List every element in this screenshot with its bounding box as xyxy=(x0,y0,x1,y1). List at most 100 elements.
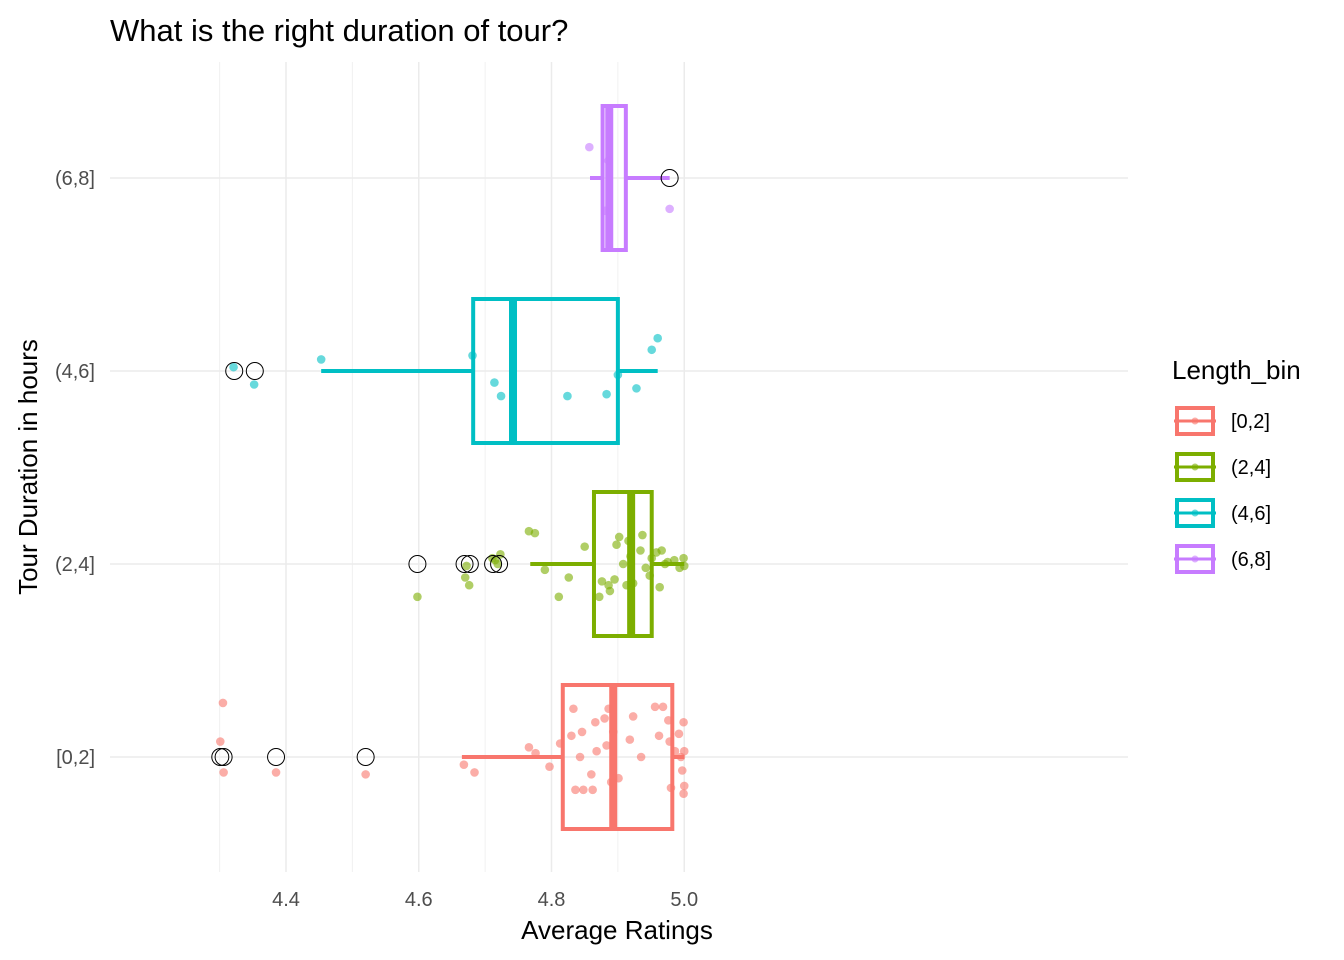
box-iqr xyxy=(600,104,628,252)
data-point xyxy=(592,746,601,756)
legend-item: (2,4] xyxy=(1174,452,1271,482)
data-point xyxy=(468,351,477,360)
legend-point xyxy=(1191,463,1199,471)
outlier-point xyxy=(214,748,233,766)
data-point xyxy=(540,565,550,575)
data-point xyxy=(585,142,594,152)
y-axis-ticks: [0,2] (2,4] (4,6] (6,8] xyxy=(55,168,95,769)
data-point xyxy=(545,762,554,771)
data-point xyxy=(413,592,422,602)
outlier-point xyxy=(490,555,509,573)
box-(6,8] xyxy=(589,104,670,252)
data-point xyxy=(641,563,651,573)
data-point xyxy=(636,546,645,555)
data-point xyxy=(602,389,611,399)
data-point xyxy=(618,559,628,569)
data-point xyxy=(665,204,674,214)
legend-point xyxy=(1191,417,1199,425)
data-point xyxy=(636,752,646,762)
data-point xyxy=(622,580,631,590)
data-point xyxy=(604,156,613,165)
data-point xyxy=(490,378,499,387)
data-point xyxy=(625,735,635,744)
data-point xyxy=(591,717,600,727)
data-point xyxy=(569,704,578,714)
data-point xyxy=(645,571,655,580)
data-point xyxy=(361,770,370,779)
data-point xyxy=(460,573,470,582)
data-point xyxy=(679,781,689,791)
data-point xyxy=(602,741,611,750)
data-point xyxy=(606,777,616,787)
data-point xyxy=(249,380,259,389)
data-point xyxy=(613,370,623,380)
data-point xyxy=(219,768,228,777)
x-tick-label: 4.4 xyxy=(272,889,300,911)
boxes xyxy=(321,104,685,831)
y-tick-label: [0,2] xyxy=(56,747,95,769)
outlier-point xyxy=(660,169,679,187)
data-point xyxy=(657,546,666,555)
data-point xyxy=(496,391,506,401)
data-point xyxy=(679,746,689,756)
outlier-point xyxy=(460,555,479,573)
data-point xyxy=(470,768,479,777)
data-point xyxy=(677,766,687,775)
data-point xyxy=(555,739,565,748)
jitter-points xyxy=(215,142,689,798)
legend-point xyxy=(1191,555,1199,563)
data-point xyxy=(567,731,576,741)
legend-label: (4,6] xyxy=(1231,503,1271,525)
outlier-point xyxy=(484,555,503,573)
x-axis-ticks: 4.4 4.6 4.8 5.0 xyxy=(272,889,698,911)
legend-item: (6,8] xyxy=(1174,544,1271,574)
data-point xyxy=(605,586,615,596)
data-point xyxy=(229,362,238,372)
y-axis-title: Tour Duration in hours xyxy=(13,339,43,595)
x-tick-label: 4.6 xyxy=(405,889,433,911)
data-point xyxy=(663,557,672,567)
legend-title: Length_bin xyxy=(1172,355,1301,385)
data-point xyxy=(650,702,660,712)
x-axis-title: Average Ratings xyxy=(521,915,713,945)
data-point xyxy=(632,384,641,393)
data-point xyxy=(664,716,673,725)
box-iqr xyxy=(560,683,675,831)
y-tick-label: (2,4] xyxy=(55,554,95,576)
outlier-point xyxy=(455,555,474,573)
data-point xyxy=(587,770,596,779)
data-point xyxy=(496,550,505,559)
data-point xyxy=(564,573,574,582)
data-point xyxy=(628,579,638,588)
data-point xyxy=(554,592,564,602)
outlier-point xyxy=(211,748,230,766)
data-point xyxy=(608,727,618,737)
data-point xyxy=(577,727,587,737)
data-point xyxy=(679,561,689,571)
data-point xyxy=(462,561,471,571)
data-point xyxy=(653,333,662,343)
data-point xyxy=(628,712,638,721)
data-point xyxy=(571,785,580,795)
data-point xyxy=(654,731,664,741)
data-point xyxy=(679,717,688,727)
box-iqr xyxy=(591,490,654,638)
grid xyxy=(110,62,1128,872)
legend-point xyxy=(1191,509,1199,517)
data-point xyxy=(679,789,688,798)
data-point xyxy=(674,729,684,739)
legend-label: (6,8] xyxy=(1231,549,1271,571)
data-point xyxy=(575,752,585,762)
data-point xyxy=(647,345,657,355)
data-point xyxy=(669,555,679,565)
legend-label: (2,4] xyxy=(1231,457,1271,479)
data-point xyxy=(459,760,469,770)
data-point xyxy=(597,577,607,586)
outlier-point xyxy=(267,748,286,766)
data-point xyxy=(612,540,621,549)
outlier-point xyxy=(225,362,244,380)
data-point xyxy=(594,592,604,602)
data-point xyxy=(580,542,589,551)
data-point xyxy=(647,553,657,563)
data-point xyxy=(638,530,647,540)
